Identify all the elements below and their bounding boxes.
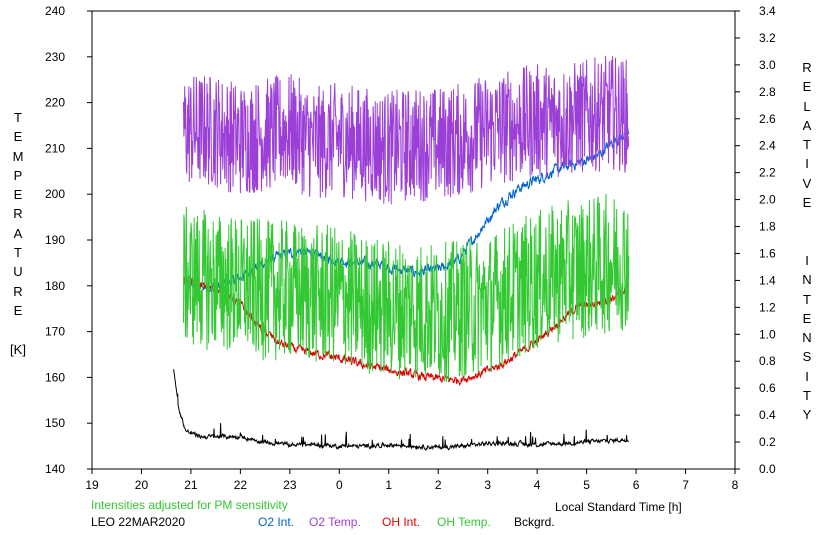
y-left-tick-label: 170: [45, 325, 65, 339]
x-tick-label: 6: [633, 478, 640, 492]
y-right-tick-label: 3.4: [759, 4, 776, 18]
x-axis-label: Local Standard Time [h]: [555, 500, 682, 514]
x-tick-label: 20: [135, 478, 149, 492]
x-tick-label: 23: [283, 478, 297, 492]
y-right-tick-label: 1.2: [759, 300, 776, 314]
x-axis-ticks: 19 20 21 22 23 0 1 2 3 4 5 6 7 8: [85, 469, 739, 492]
y-left-axis-ticks: 140 150 160 170 180 190 200 210 220 230 240: [45, 4, 92, 476]
y-right-tick-label: 3.2: [759, 31, 776, 45]
y-left-tick-label: 160: [45, 370, 65, 384]
y-left-tick-label: 150: [45, 416, 65, 430]
y-right-axis-ticks: 0.0 0.2 0.4 0.6 0.8 1.0 1.2 1.4 1.6 1.8 2.0 2.2 2.4 2…: [735, 4, 776, 476]
x-tick-label: 22: [234, 478, 248, 492]
x-tick-label: 1: [385, 478, 392, 492]
plot-frame: [91, 10, 736, 470]
y-right-tick-label: 0.8: [759, 354, 776, 368]
series-line-1: [183, 55, 630, 205]
sensitivity-note: Intensities adjusted for PM sensitivity: [91, 498, 288, 512]
legend-o2-temp: O2 Temp.: [309, 515, 361, 529]
legend-oh-temp: OH Temp.: [437, 515, 491, 529]
x-tick-label: 2: [435, 478, 442, 492]
x-tick-label: 19: [85, 478, 99, 492]
x-tick-label: 0: [336, 478, 343, 492]
y-left-tick-label: 200: [45, 187, 65, 201]
y-left-tick-label: 230: [45, 50, 65, 64]
x-tick-label: 4: [534, 478, 541, 492]
legend-o2-int: O2 Int.: [258, 515, 295, 529]
y-right-tick-label: 3.0: [759, 58, 776, 72]
y-right-tick-label: 2.8: [759, 85, 776, 99]
y-right-tick-label: 2.4: [759, 139, 776, 153]
y-right-tick-label: 1.8: [759, 220, 776, 234]
x-tick-label: 5: [583, 478, 590, 492]
series-group: [173, 55, 630, 452]
y-left-tick-label: 140: [45, 462, 65, 476]
legend-oh-int: OH Int.: [382, 515, 421, 529]
y-right-tick-label: 1.0: [759, 327, 776, 341]
series-line-4: [173, 369, 629, 452]
y-left-tick-label: 180: [45, 279, 65, 293]
y-right-tick-label: 1.6: [759, 246, 776, 260]
x-tick-label: 3: [484, 478, 491, 492]
y-left-tick-label: 210: [45, 141, 65, 155]
y-left-tick-label: 240: [45, 4, 65, 18]
y-right-tick-label: 2.0: [759, 193, 776, 207]
y-right-tick-label: 2.2: [759, 166, 776, 180]
legend-bckgrd: Bckgrd.: [514, 515, 555, 529]
y-right-tick-label: 0.2: [759, 435, 776, 449]
y-right-tick-label: 0.4: [759, 408, 776, 422]
x-tick-label: 21: [184, 478, 198, 492]
series-line-3: [183, 193, 630, 382]
station-date: LEO 22MAR2020: [91, 515, 186, 529]
y-right-tick-label: 0.6: [759, 381, 776, 395]
y-right-tick-label: 0.0: [759, 462, 776, 476]
x-tick-label: 8: [732, 478, 739, 492]
x-tick-label: 7: [682, 478, 689, 492]
y-left-tick-label: 190: [45, 233, 65, 247]
y-right-tick-label: 2.6: [759, 112, 776, 126]
y-right-tick-label: 1.4: [759, 273, 776, 287]
y-left-tick-label: 220: [45, 96, 65, 110]
